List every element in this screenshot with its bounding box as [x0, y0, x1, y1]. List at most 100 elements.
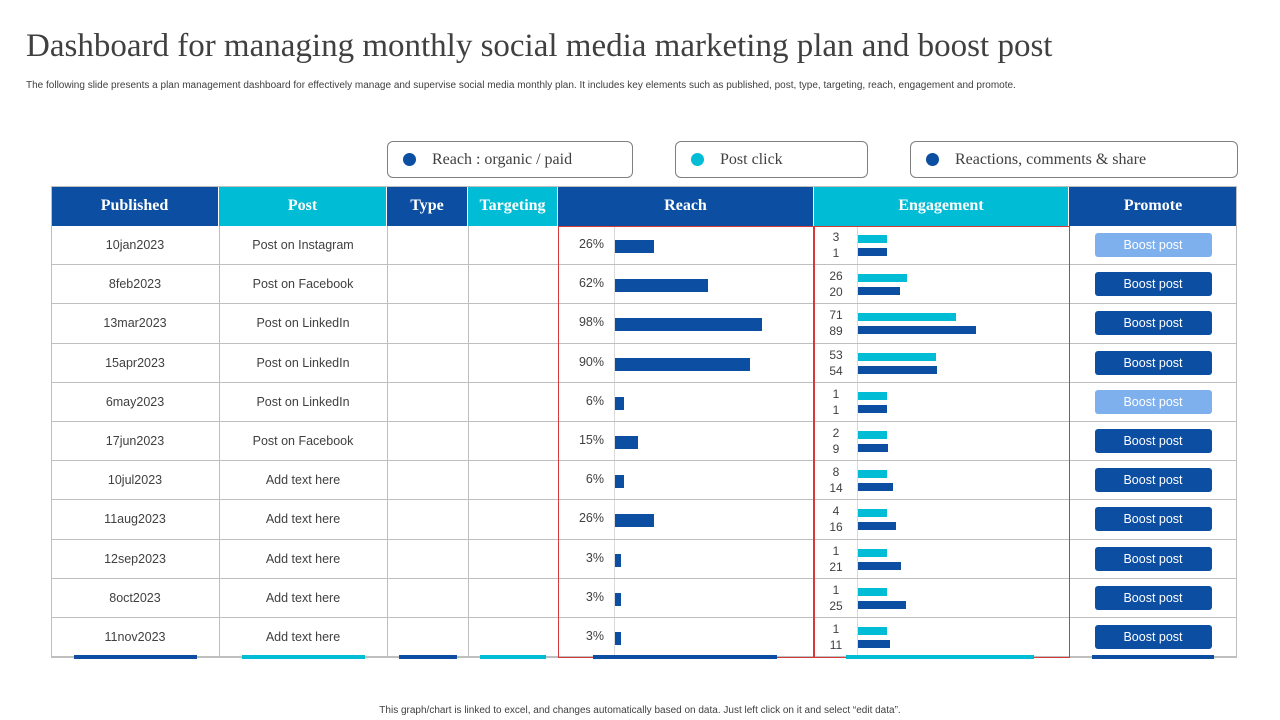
post-click-bar — [858, 391, 887, 400]
promote-cell: Boost post — [1069, 618, 1237, 656]
reach-axis — [614, 539, 615, 578]
post-click-value: 1 — [832, 543, 840, 558]
column-divider — [219, 226, 220, 658]
reach-axis — [614, 304, 615, 343]
boost-post-button[interactable]: Boost post — [1094, 625, 1212, 650]
reach-percent: 3% — [585, 629, 604, 643]
boost-post-button[interactable]: Boost post — [1094, 233, 1212, 258]
reach-axis — [614, 422, 615, 461]
published-date: 13mar2023 — [103, 316, 167, 331]
promote-cell: Boost post — [1069, 265, 1237, 303]
boost-post-button[interactable]: Boost post — [1094, 468, 1212, 493]
published-date: 15apr2023 — [105, 355, 165, 370]
published-date: 6may2023 — [105, 394, 165, 409]
column-divider — [1069, 226, 1070, 658]
boost-post-button[interactable]: Boost post — [1094, 311, 1212, 336]
boost-post-button[interactable]: Boost post — [1094, 350, 1212, 375]
post-click-value: 2 — [832, 426, 840, 440]
targeting-cell — [468, 265, 558, 303]
footer-accent-bar — [242, 655, 365, 659]
published-date: 11nov2023 — [104, 630, 166, 645]
targeting-cell — [468, 540, 558, 578]
boost-post-button[interactable]: Boost post — [1094, 272, 1212, 297]
published-date: 11aug2023 — [104, 512, 166, 527]
post-name: Post on Facebook — [252, 277, 354, 292]
type-cell — [387, 579, 468, 617]
legend-reach-label: Reach : organic / paid — [432, 150, 573, 168]
engagement-cell: 26 20 — [814, 265, 1069, 304]
reach-axis — [614, 500, 615, 539]
reach-cell: 15% — [558, 422, 814, 461]
reactions-bar — [858, 404, 887, 413]
engagement-axis — [857, 382, 858, 421]
reactions-bar — [858, 248, 887, 256]
targeting-cell — [468, 344, 558, 382]
post-click-bar — [858, 509, 887, 518]
promote-cell: Boost post — [1069, 344, 1237, 382]
table-row: 10jan2023 Post on Instagram 26% 3 1 Boost pos… — [51, 226, 1237, 266]
published-date: 12sep2023 — [104, 551, 166, 566]
post-click-value: 4 — [832, 504, 840, 519]
footer-accent-bar — [846, 655, 1034, 659]
boost-post-button[interactable]: Boost post — [1094, 585, 1212, 610]
targeting-cell — [468, 579, 558, 617]
reach-axis — [614, 226, 615, 265]
column-divider — [387, 226, 388, 658]
boost-post-button[interactable]: Boost post — [1094, 429, 1212, 454]
type-cell — [387, 226, 468, 264]
engagement-cell: 8 14 — [814, 461, 1069, 500]
type-cell — [387, 500, 468, 538]
targeting-cell — [468, 304, 558, 342]
page-title: Dashboard for managing monthly social me… — [26, 28, 1053, 64]
reactions-bar — [858, 561, 902, 570]
reach-axis — [614, 382, 615, 421]
engagement-axis — [857, 226, 858, 265]
table-row: 12sep2023 Add text here 3% 1 21 Boost post — [51, 539, 1237, 579]
published-date: 17jun2023 — [105, 434, 165, 449]
boost-post-button[interactable]: Boost post — [1094, 389, 1212, 414]
reach-percent: 98% — [578, 315, 604, 330]
boost-post-button[interactable]: Boost post — [1094, 507, 1212, 532]
targeting-cell — [468, 422, 558, 460]
reach-cell: 90% — [558, 343, 814, 382]
engagement-cell: 1 11 — [814, 618, 1069, 657]
post-name: Add text here — [265, 590, 341, 605]
engagement-cell: 1 25 — [814, 578, 1069, 617]
dot-icon — [691, 153, 704, 166]
reach-bar — [615, 396, 624, 410]
boost-post-button[interactable]: Boost post — [1094, 546, 1212, 571]
type-cell — [387, 304, 468, 342]
reach-percent: 6% — [585, 472, 604, 487]
reach-axis — [614, 578, 615, 617]
targeting-cell — [468, 226, 558, 264]
engagement-axis — [857, 422, 858, 461]
reach-cell: 3% — [558, 578, 814, 617]
promote-cell: Boost post — [1069, 461, 1237, 499]
reactions-bar — [858, 326, 976, 335]
promote-cell: Boost post — [1069, 579, 1237, 617]
reach-bar — [615, 514, 654, 528]
post-name: Add text here — [265, 512, 341, 527]
post-click-bar — [858, 431, 887, 439]
post-click-value: 71 — [829, 308, 843, 323]
promote-cell: Boost post — [1069, 304, 1237, 342]
engagement-axis — [857, 461, 858, 500]
legend-reach: Reach : organic / paid — [387, 141, 633, 178]
promote-cell: Boost post — [1069, 383, 1237, 421]
footer-accent-bar — [74, 655, 197, 659]
post-click-bar — [858, 313, 957, 322]
post-click-bar — [858, 352, 937, 361]
engagement-cell: 4 16 — [814, 500, 1069, 539]
type-cell — [387, 540, 468, 578]
reach-percent: 3% — [585, 550, 604, 565]
reach-bar — [615, 357, 750, 371]
reach-percent: 90% — [578, 354, 604, 369]
legend-post-click-label: Post click — [720, 150, 783, 168]
page-subtitle: The following slide presents a plan mana… — [26, 80, 1016, 91]
promote-cell: Boost post — [1069, 540, 1237, 578]
reach-bar — [615, 553, 621, 567]
post-click-value: 1 — [832, 582, 840, 597]
